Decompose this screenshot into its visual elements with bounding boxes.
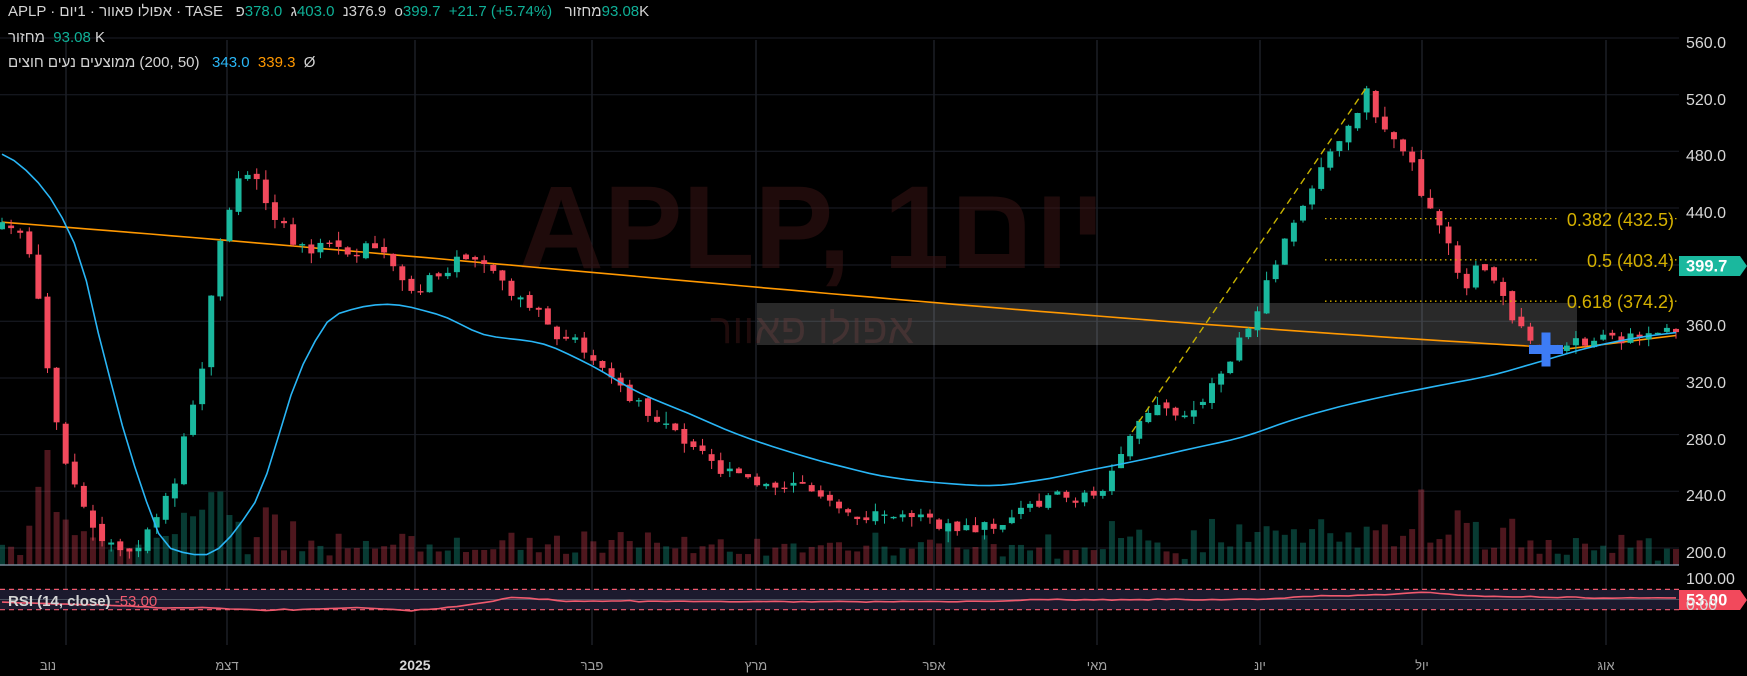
svg-text:399.7: 399.7 [1686, 258, 1727, 276]
